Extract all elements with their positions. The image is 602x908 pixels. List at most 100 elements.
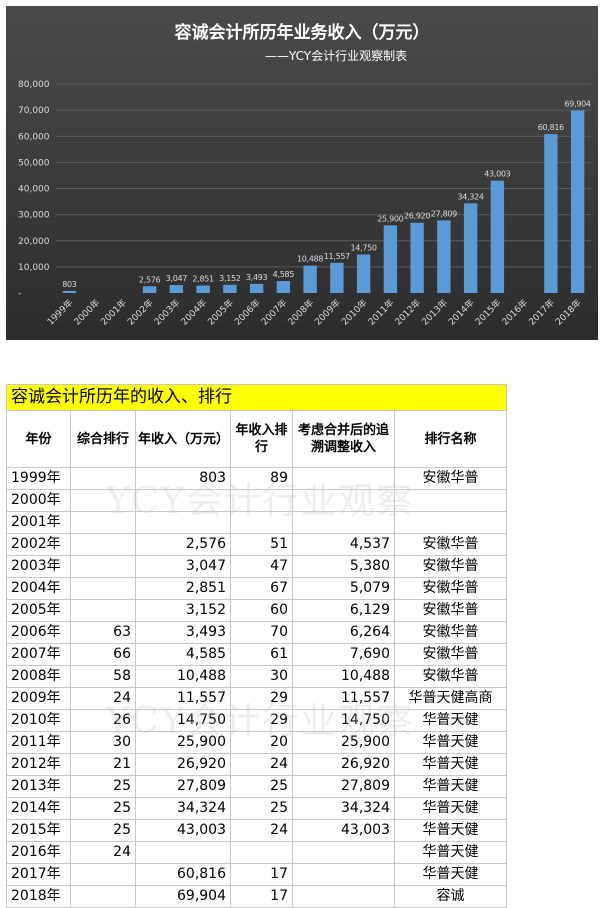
cell-overall-rank: 21 — [70, 753, 136, 776]
cell-annual-revenue — [135, 511, 231, 534]
cell-adjusted-revenue — [292, 467, 395, 490]
cell-revenue-rank: 24 — [230, 819, 293, 842]
cell-year: 2015年 — [6, 819, 71, 842]
cell-annual-revenue: 3,152 — [135, 599, 231, 622]
cell-rank-name: 安徽华普 — [393, 643, 508, 666]
cell-revenue-rank: 29 — [230, 709, 293, 732]
cell-annual-revenue: 43,003 — [135, 819, 231, 842]
revenue-ranking-table-wrap: 容诚会计所历年的收入、排行 年份 综合排行 年收入（万元） 年收入排行 考虑合并… — [5, 384, 508, 908]
cell-adjusted-revenue: 10,488 — [292, 665, 395, 688]
cell-overall-rank — [70, 577, 136, 600]
data-label: 3,493 — [246, 273, 268, 282]
cell-year: 2014年 — [6, 797, 71, 820]
cell-year: 2013年 — [6, 775, 71, 798]
cell-year: 2010年 — [6, 709, 71, 732]
table-row: 2011年 30 25,900 20 25,900 华普天健 — [6, 731, 508, 754]
cell-revenue-rank — [230, 841, 293, 864]
bar — [276, 281, 291, 293]
cell-rank-name: 安徽华普 — [393, 665, 508, 688]
y-tick-label: 30,000 — [18, 211, 50, 221]
table-row: 2004年 2,851 67 5,079 安徽华普 — [6, 577, 508, 600]
y-tick-label: - — [18, 289, 21, 299]
table-row: 2002年 2,576 51 4,537 安徽华普 — [6, 533, 508, 556]
bar — [383, 225, 398, 293]
cell-revenue-rank — [230, 511, 293, 534]
x-tick-label: 2013年 — [419, 297, 450, 328]
cell-overall-rank: 58 — [70, 665, 136, 688]
cell-annual-revenue: 4,585 — [135, 643, 231, 666]
table-row: 2006年 63 3,493 70 6,264 安徽华普 — [6, 621, 508, 644]
cell-adjusted-revenue: 6,264 — [292, 621, 395, 644]
cell-annual-revenue: 14,750 — [135, 709, 231, 732]
revenue-bar-chart-svg: 容诚会计所历年业务收入（万元） ——YCY会计行业观察制表 - 10,000 20,… — [18, 22, 591, 328]
cell-rank-name: 安徽华普 — [393, 577, 508, 600]
table-row: 2015年 25 43,003 24 43,003 华普天健 — [6, 819, 508, 842]
table-row: 2009年 24 11,557 29 11,557 华普天健高商 — [6, 687, 508, 710]
header-revenue-rank: 年收入排行 — [230, 410, 293, 468]
y-axis-ticks: - 10,000 20,000 30,000 40,000 50,000 60,000 70,… — [18, 80, 50, 299]
cell-adjusted-revenue: 26,920 — [292, 753, 395, 776]
bars — [62, 110, 585, 294]
table-row: 2010年 26 14,750 29 14,750 华普天健 — [6, 709, 508, 732]
cell-annual-revenue: 3,493 — [135, 621, 231, 644]
cell-rank-name — [393, 511, 508, 534]
cell-rank-name: 华普天健 — [393, 709, 508, 732]
table-row: 2003年 3,047 47 5,380 安徽华普 — [6, 555, 508, 578]
cell-year: 2004年 — [6, 577, 71, 600]
cell-adjusted-revenue: 6,129 — [292, 599, 395, 622]
cell-annual-revenue: 2,851 — [135, 577, 231, 600]
x-axis-ticks: 1999年2000年2001年2002年2003年2004年2005年2006年… — [44, 297, 583, 328]
x-tick-label: 2004年 — [178, 297, 209, 328]
cell-overall-rank: 25 — [70, 819, 136, 842]
header-annual-revenue: 年收入（万元） — [135, 410, 231, 468]
table-row: 2014年 25 34,324 25 34,324 华普天健 — [6, 797, 508, 820]
cell-annual-revenue: 27,809 — [135, 775, 231, 798]
y-tick-label: 20,000 — [18, 237, 50, 247]
cell-adjusted-revenue: 14,750 — [292, 709, 395, 732]
cell-revenue-rank: 30 — [230, 665, 293, 688]
data-label: 2,576 — [139, 275, 161, 284]
cell-rank-name: 安徽华普 — [393, 599, 508, 622]
cell-adjusted-revenue — [292, 863, 395, 886]
data-label: 3,047 — [166, 274, 188, 283]
bar — [169, 285, 184, 293]
x-tick-label: 2011年 — [365, 297, 396, 328]
cell-overall-rank: 25 — [70, 775, 136, 798]
cell-rank-name: 华普天健 — [393, 753, 508, 776]
cell-rank-name: 安徽华普 — [393, 467, 508, 490]
cell-annual-revenue: 3,047 — [135, 555, 231, 578]
cell-rank-name: 华普天健 — [393, 731, 508, 754]
x-tick-label: 2014年 — [446, 297, 477, 328]
cell-revenue-rank: 67 — [230, 577, 293, 600]
table-row: 1999年 803 89 安徽华普 — [6, 467, 508, 490]
cell-annual-revenue: 69,904 — [135, 885, 231, 908]
cell-overall-rank — [70, 467, 136, 490]
data-label: 69,904 — [565, 99, 591, 108]
cell-adjusted-revenue: 5,380 — [292, 555, 395, 578]
cell-revenue-rank — [230, 489, 293, 512]
cell-year: 2006年 — [6, 621, 71, 644]
cell-overall-rank — [70, 511, 136, 534]
table-row: 2017年 60,816 17 华普天健 — [6, 863, 508, 886]
data-label: 25,900 — [377, 214, 403, 223]
bar — [437, 220, 451, 293]
data-label: 10,488 — [297, 255, 323, 264]
cell-adjusted-revenue: 25,900 — [292, 731, 395, 754]
cell-annual-revenue: 2,576 — [135, 533, 231, 556]
cell-year: 2007年 — [6, 643, 71, 666]
cell-revenue-rank: 51 — [230, 533, 293, 556]
cell-adjusted-revenue — [292, 489, 395, 512]
bar — [62, 290, 77, 293]
x-tick-label: 2001年 — [98, 297, 129, 328]
cell-overall-rank: 66 — [70, 643, 136, 666]
cell-adjusted-revenue: 34,324 — [292, 797, 395, 820]
cell-year: 2008年 — [6, 665, 71, 688]
data-label: 11,557 — [324, 252, 350, 261]
cell-revenue-rank: 89 — [230, 467, 293, 490]
cell-year: 2000年 — [6, 489, 71, 512]
cell-revenue-rank: 29 — [230, 687, 293, 710]
x-tick-label: 2008年 — [285, 297, 316, 328]
cell-revenue-rank: 25 — [230, 775, 293, 798]
y-tick-label: 50,000 — [18, 158, 50, 168]
cell-adjusted-revenue — [292, 841, 395, 864]
